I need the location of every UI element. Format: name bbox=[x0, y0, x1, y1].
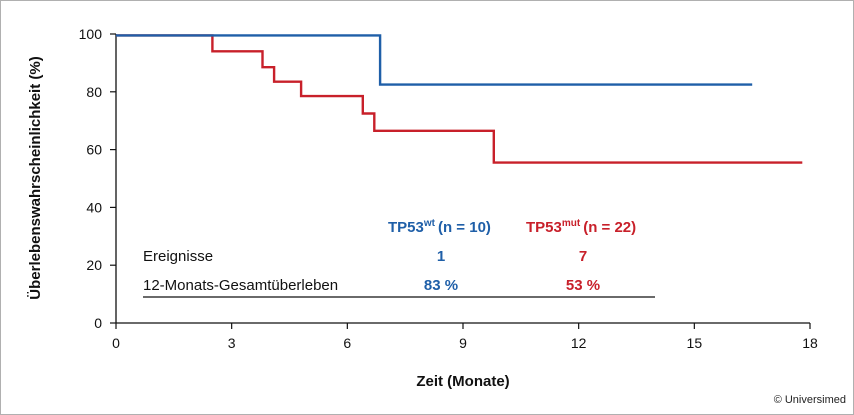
x-tick-label: 6 bbox=[343, 335, 351, 351]
mut-group-sup: mut bbox=[562, 218, 581, 229]
row-events-label: Ereignisse bbox=[143, 248, 213, 265]
x-tick-label: 9 bbox=[459, 335, 467, 351]
y-tick-label: 40 bbox=[86, 199, 102, 215]
row-events-wt: 1 bbox=[437, 248, 445, 265]
row-os-wt: 83 % bbox=[424, 277, 458, 294]
wt-group-header: TP53wt (n = 10) bbox=[388, 218, 491, 236]
wt-group-name: TP53 bbox=[388, 219, 424, 236]
mut-group-name: TP53 bbox=[526, 219, 562, 236]
y-tick-label: 0 bbox=[94, 315, 102, 331]
y-tick-label: 60 bbox=[86, 142, 102, 158]
x-tick-label: 12 bbox=[571, 335, 587, 351]
wt-group-sup: wt bbox=[423, 218, 436, 229]
y-tick-label: 20 bbox=[86, 257, 102, 273]
x-tick-label: 3 bbox=[228, 335, 236, 351]
km-curve-tp53mut bbox=[116, 34, 803, 164]
y-tick-label: 100 bbox=[79, 26, 103, 42]
row-events-mut: 7 bbox=[579, 248, 587, 265]
x-tick-label: 15 bbox=[687, 335, 703, 351]
km-curve-tp53wt bbox=[116, 34, 753, 86]
x-tick-label: 18 bbox=[802, 335, 818, 351]
x-tick-label: 0 bbox=[112, 335, 120, 351]
y-axis-title: Überlebenswahrscheinlichkeit (%) bbox=[27, 56, 44, 299]
copyright-text: © Universimed bbox=[774, 394, 846, 406]
mut-group-header: TP53mut (n = 22) bbox=[526, 218, 636, 236]
mut-group-n: (n = 22) bbox=[583, 219, 636, 236]
tick-group: 0 3 6 9 12 15 18 0 20 40 60 80 100 bbox=[79, 26, 818, 351]
summary-table: TP53wt (n = 10) TP53mut (n = 22) Ereigniss… bbox=[143, 218, 655, 298]
y-tick-label: 80 bbox=[86, 84, 102, 100]
row-os-mut: 53 % bbox=[566, 277, 600, 294]
x-axis-title: Zeit (Monate) bbox=[416, 373, 509, 390]
wt-group-n: (n = 10) bbox=[438, 219, 491, 236]
curves bbox=[116, 34, 803, 164]
row-os-label: 12-Monats-Gesamtüberleben bbox=[143, 277, 338, 294]
